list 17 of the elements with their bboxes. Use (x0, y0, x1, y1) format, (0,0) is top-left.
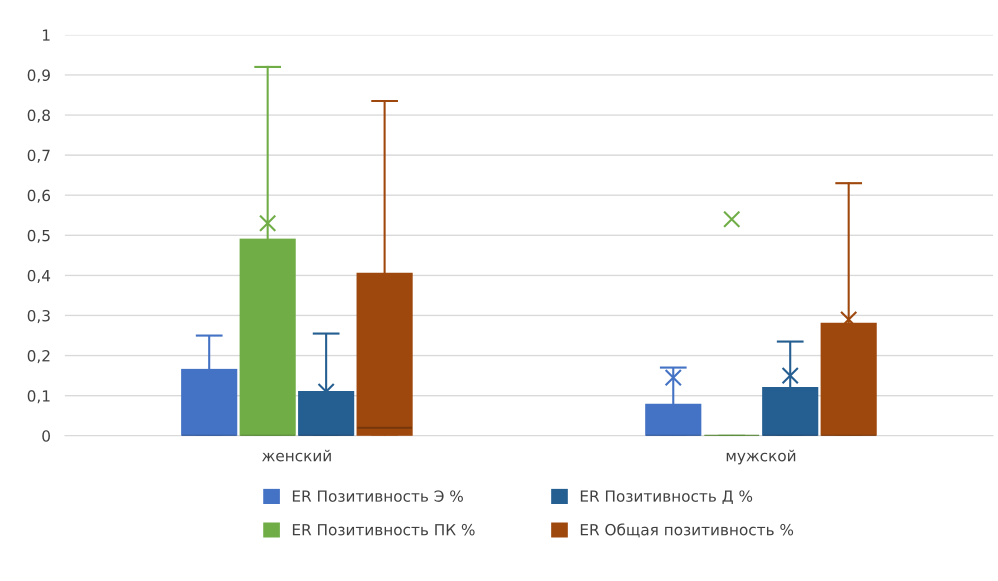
x-tick-label: мужской (726, 450, 796, 464)
y-tick-label: 0,1 (28, 390, 50, 404)
x-tick-label: женский (262, 450, 331, 462)
y-tick-label: 0,6 (28, 190, 50, 203)
y-tick-label: 0,3 (28, 310, 50, 324)
y-tick-label: 0,7 (28, 150, 50, 163)
y-tick-label: 0,5 (28, 230, 50, 243)
y-tick-label: 0,9 (28, 69, 50, 83)
y-tick-label: 0,8 (28, 110, 50, 123)
legend-label: ER Позитивность Д % (580, 490, 752, 504)
legend-label: ER Позитивность Э % (292, 490, 463, 502)
legend-label: ER Общая позитивность % (580, 523, 794, 538)
y-tick-label: 0,2 (28, 350, 50, 364)
y-tick-label: 0 (42, 430, 50, 442)
y-tick-label: 0,4 (28, 270, 50, 283)
legend-label: ER Позитивность ПК % (292, 524, 475, 536)
y-tick-label: 1 (42, 30, 50, 41)
